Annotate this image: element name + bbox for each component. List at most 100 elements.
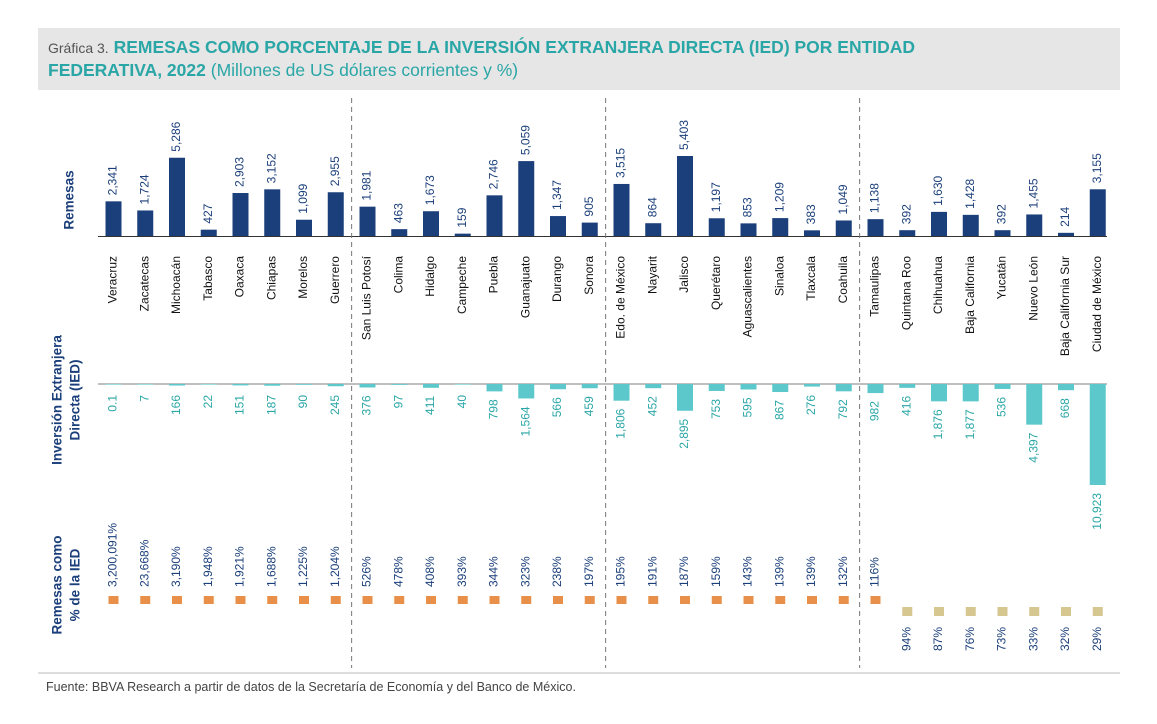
ied-bar (899, 384, 916, 388)
ratio-marker (1061, 607, 1071, 616)
ratio-value-label: 139% (804, 556, 818, 587)
ratio-value-label: 116% (868, 557, 882, 587)
category-label: Zacatecas (137, 256, 151, 311)
ratio-value-label: 478% (391, 556, 405, 587)
remesas-bar (1089, 189, 1106, 236)
ratio-marker (235, 596, 246, 604)
ratio-marker (394, 596, 405, 604)
ied-value-label: 1,876 (931, 409, 945, 439)
remesas-value-label: 463 (391, 203, 405, 223)
chart-title-line-1: Gráfica 3. REMESAS COMO PORCENTAJE DE LA… (48, 36, 1110, 59)
ied-value-label: 1,806 (614, 408, 628, 438)
category-label: Edo. de México (614, 256, 628, 339)
ratio-value-label: 393% (455, 556, 469, 587)
remesas-value-label: 1,049 (836, 184, 850, 214)
ied-bar (327, 384, 344, 387)
remesas-value-label: 214 (1058, 206, 1072, 226)
remesas-bar (391, 229, 408, 236)
ied-bar (994, 384, 1011, 389)
ied-bar (550, 384, 566, 390)
remesas-bar (994, 230, 1011, 236)
remesas-value-label: 1,724 (137, 174, 151, 204)
ied-value-label: 753 (709, 399, 723, 419)
ied-value-label: 867 (772, 400, 786, 420)
remesas-value-label: 3,515 (614, 148, 628, 178)
chart-title-cont: FEDERATIVA, 2022 (48, 60, 206, 80)
remesas-value-label: 1,455 (1026, 178, 1040, 208)
ratio-value-label: 344% (487, 556, 501, 587)
ied-bar (1026, 384, 1043, 425)
ratio-marker (553, 596, 563, 604)
ied-bar (518, 384, 535, 399)
remesas-value-label: 392 (995, 204, 1009, 224)
remesas-value-label: 1,630 (931, 176, 945, 206)
ratio-marker (299, 596, 309, 604)
ied-bar (962, 384, 979, 402)
panel-label-remesas: Remesas (62, 170, 77, 229)
remesas-bar (867, 219, 884, 236)
ied-bar (232, 384, 249, 386)
remesas-value-label: 1,209 (772, 182, 786, 212)
ied-value-label: 10,923 (1090, 493, 1104, 530)
category-label: Tamaulipas (868, 256, 882, 317)
remesas-bar (1058, 232, 1074, 236)
ied-value-label: 22 (201, 395, 215, 409)
ratio-value-label: 29% (1090, 627, 1104, 651)
remesas-bar (804, 230, 820, 236)
remesas-value-label: 853 (741, 197, 755, 217)
ratio-marker (997, 607, 1008, 616)
ied-value-label: 187 (264, 395, 278, 415)
remesas-value-label: 383 (804, 204, 818, 224)
remesas-value-label: 1,673 (423, 175, 437, 205)
category-label: Ciudad de México (1090, 256, 1104, 352)
ratio-marker (934, 607, 944, 616)
ratio-marker (965, 607, 976, 616)
category-label: Aguascalientes (741, 256, 755, 337)
remesas-bar (962, 214, 979, 236)
ratio-marker (838, 596, 849, 604)
category-label: Chihuahua (931, 256, 945, 314)
category-label: Baja California (963, 256, 977, 334)
ratio-marker (902, 607, 913, 616)
remesas-bar (200, 229, 217, 236)
category-label: Guanajuato (518, 256, 532, 318)
ied-value-label: 566 (550, 397, 564, 417)
remesas-value-label: 159 (455, 207, 469, 227)
remesas-bar (581, 222, 598, 236)
category-label: Nayarit (645, 255, 659, 294)
ratio-marker (680, 596, 690, 604)
remesas-value-label: 1,197 (709, 182, 723, 212)
ied-bar (835, 384, 852, 392)
ratio-value-label: 3,200,091% (106, 523, 120, 587)
ied-bar (486, 384, 503, 392)
category-label: Durango (550, 256, 564, 302)
ratio-value-label: 94% (899, 627, 913, 651)
ied-value-label: 1,564 (518, 406, 532, 436)
panel-label-ratio-line2: % de la IED (68, 548, 83, 621)
category-label: Yucatán (995, 256, 1009, 299)
ratio-marker (870, 596, 881, 604)
category-label: Tlaxcala (804, 256, 818, 301)
ratio-marker (711, 596, 722, 604)
ratio-value-label: 1,921% (233, 546, 247, 587)
chart-subtitle: (Millones de US dólares corrientes y %) (210, 60, 519, 80)
category-label: Oaxaca (233, 256, 247, 298)
chart-title: REMESAS COMO PORCENTAJE DE LA INVERSIÓN … (113, 37, 916, 57)
ratio-value-label: 87% (931, 627, 945, 651)
remesas-value-label: 5,286 (169, 121, 183, 151)
ied-bar (804, 384, 820, 387)
remesas-value-label: 1,981 (360, 170, 374, 200)
remesas-bar (423, 211, 439, 236)
ied-bar (772, 384, 789, 393)
ied-bar (1089, 384, 1106, 485)
ied-bar (423, 384, 439, 388)
panel-label-ied-line1: Inversión Extranjera (50, 335, 65, 465)
remesas-bar (486, 195, 503, 236)
ied-value-label: 668 (1058, 398, 1072, 418)
remesas-value-label: 864 (645, 197, 659, 217)
remesas-bar (169, 157, 185, 236)
ratio-value-label: 526% (360, 556, 374, 587)
ied-bar (613, 384, 630, 401)
category-label: Chiapas (264, 256, 278, 300)
ratio-value-label: 143% (741, 556, 755, 587)
